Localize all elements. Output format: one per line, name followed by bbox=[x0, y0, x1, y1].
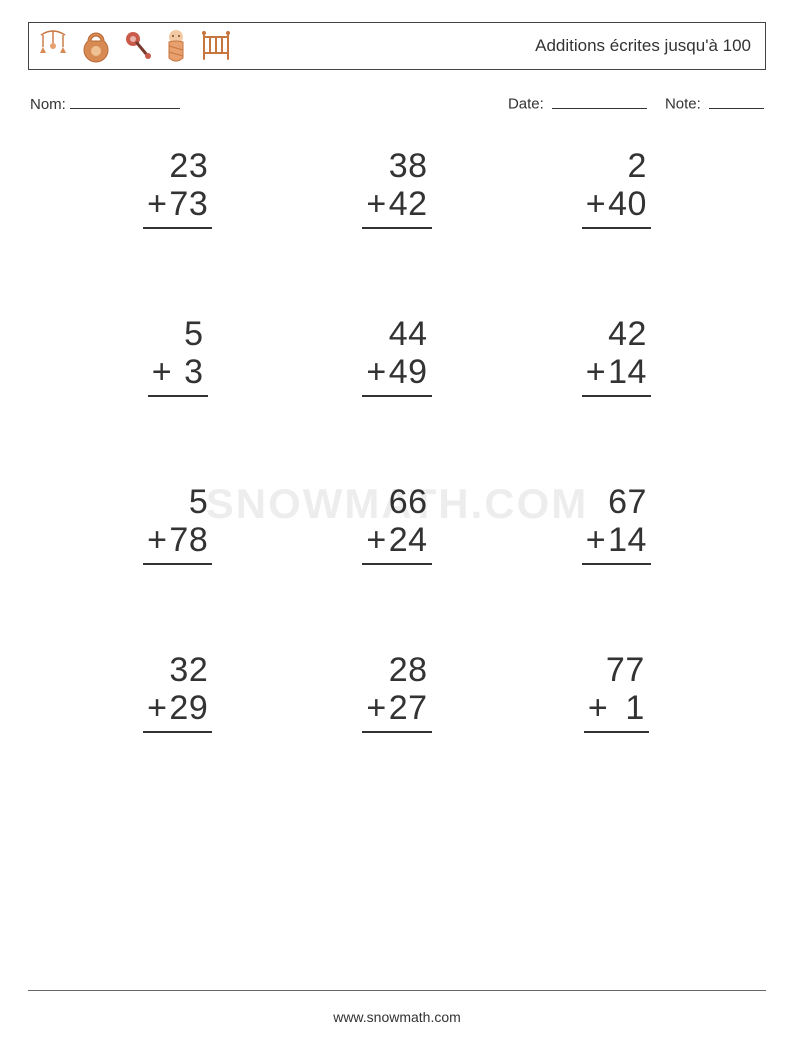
addend-top: 32 bbox=[143, 651, 212, 689]
problem-1: 23+73 bbox=[68, 147, 287, 229]
operator: + bbox=[586, 521, 608, 559]
operator: + bbox=[588, 689, 610, 727]
footer-url: www.snowmath.com bbox=[0, 1009, 794, 1025]
addend-top: 23 bbox=[143, 147, 212, 185]
answer-rule bbox=[582, 395, 651, 397]
operator: + bbox=[366, 521, 388, 559]
operator: + bbox=[586, 353, 608, 391]
answer-rule bbox=[582, 563, 651, 565]
addend-bottom: 73 bbox=[169, 185, 208, 223]
problem-2: 38+42 bbox=[287, 147, 506, 229]
addend-bottom: 29 bbox=[169, 689, 208, 727]
header-box: Additions écrites jusqu'à 100 bbox=[28, 22, 766, 70]
footer-rule bbox=[28, 990, 766, 991]
problems-grid: 23+7338+42 2+40 5+ 344+4942+14 5+7866+24… bbox=[28, 147, 766, 734]
score-label: Note: bbox=[665, 96, 701, 113]
addend-bottom: 14 bbox=[608, 521, 647, 559]
meta-row: Nom: Date: Note: bbox=[28, 92, 766, 113]
answer-rule bbox=[143, 563, 212, 565]
icon-strip bbox=[37, 28, 233, 64]
operator: + bbox=[147, 185, 169, 223]
name-blank[interactable] bbox=[70, 92, 180, 109]
bib-icon bbox=[79, 29, 113, 63]
operator: + bbox=[586, 185, 608, 223]
answer-rule bbox=[584, 731, 649, 733]
answer-rule bbox=[362, 395, 431, 397]
addend-bottom: 14 bbox=[608, 353, 647, 391]
addend-bottom: 78 bbox=[169, 521, 208, 559]
answer-rule bbox=[362, 731, 431, 733]
operator: + bbox=[366, 689, 388, 727]
addend-top: 66 bbox=[362, 483, 431, 521]
problem-8: 66+24 bbox=[287, 483, 506, 565]
addend-bottom: 40 bbox=[608, 185, 647, 223]
problem-3: 2+40 bbox=[507, 147, 726, 229]
score-blank[interactable] bbox=[709, 92, 764, 109]
addend-bottom: 42 bbox=[389, 185, 428, 223]
problem-12: 77+ 1 bbox=[507, 651, 726, 733]
answer-rule bbox=[362, 563, 431, 565]
operator: + bbox=[366, 185, 388, 223]
addend-bottom: 49 bbox=[389, 353, 428, 391]
problem-9: 67+14 bbox=[507, 483, 726, 565]
operator: + bbox=[152, 353, 174, 391]
problem-4: 5+ 3 bbox=[68, 315, 287, 397]
answer-rule bbox=[148, 395, 208, 397]
worksheet-page: Additions écrites jusqu'à 100 Nom: Date:… bbox=[0, 0, 794, 1053]
addend-bottom: 27 bbox=[389, 689, 428, 727]
answer-rule bbox=[362, 227, 431, 229]
addend-top: 44 bbox=[362, 315, 431, 353]
problem-6: 42+14 bbox=[507, 315, 726, 397]
date-label: Date: bbox=[508, 96, 544, 113]
name-label: Nom: bbox=[30, 96, 66, 113]
problem-5: 44+49 bbox=[287, 315, 506, 397]
worksheet-title: Additions écrites jusqu'à 100 bbox=[535, 36, 751, 56]
addend-top: 5 bbox=[148, 315, 208, 353]
crib-icon bbox=[199, 29, 233, 63]
answer-rule bbox=[582, 227, 651, 229]
addend-top: 67 bbox=[582, 483, 651, 521]
date-blank[interactable] bbox=[552, 92, 647, 109]
operator: + bbox=[147, 521, 169, 559]
addend-top: 5 bbox=[143, 483, 212, 521]
swaddle-baby-icon bbox=[163, 28, 189, 64]
operator: + bbox=[147, 689, 169, 727]
problem-11: 28+27 bbox=[287, 651, 506, 733]
addend-bottom: 24 bbox=[389, 521, 428, 559]
answer-rule bbox=[143, 227, 212, 229]
problem-10: 32+29 bbox=[68, 651, 287, 733]
addend-top: 42 bbox=[582, 315, 651, 353]
answer-rule bbox=[143, 731, 212, 733]
operator: + bbox=[366, 353, 388, 391]
baby-mobile-icon bbox=[37, 29, 69, 63]
addend-top: 2 bbox=[582, 147, 651, 185]
addend-top: 38 bbox=[362, 147, 431, 185]
rattle-icon bbox=[123, 29, 153, 63]
addend-top: 28 bbox=[362, 651, 431, 689]
addend-top: 77 bbox=[584, 651, 649, 689]
addend-bottom: 3 bbox=[174, 353, 203, 391]
addend-bottom: 1 bbox=[615, 689, 644, 727]
problem-7: 5+78 bbox=[68, 483, 287, 565]
